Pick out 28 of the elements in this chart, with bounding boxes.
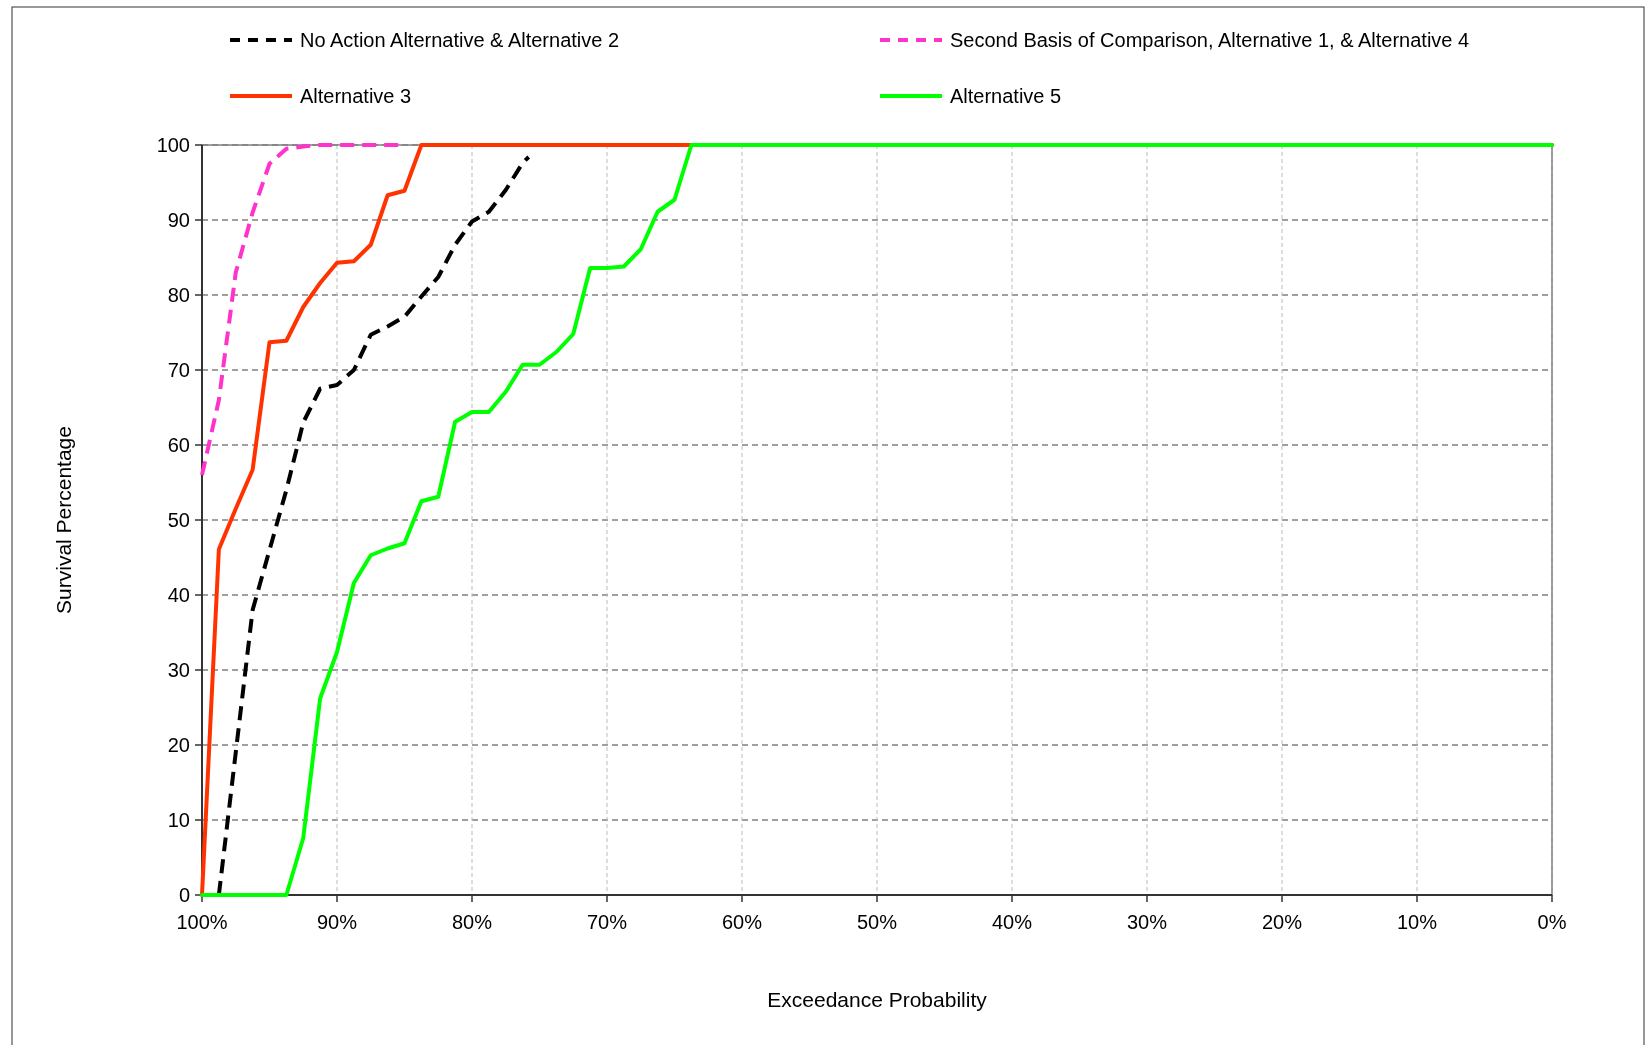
legend-label: Alternative 3	[300, 85, 412, 107]
legend-label: Alternative 5	[950, 85, 1062, 107]
x-tick-label: 20%	[1261, 911, 1303, 933]
x-tick-label: 80%	[451, 911, 493, 933]
y-tick-label: 60	[167, 434, 190, 456]
x-tick-label: 10%	[1396, 911, 1438, 933]
x-tick-label: 70%	[586, 911, 628, 933]
y-tick-label: 0	[178, 884, 190, 906]
y-tick-label: 20	[167, 734, 190, 756]
x-tick-label: 60%	[721, 911, 763, 933]
legend-label: No Action Alternative & Alternative 2	[300, 29, 620, 51]
y-tick-label: 30	[167, 659, 190, 681]
x-axis-title: Exceedance Probability	[767, 988, 988, 1011]
y-tick-label: 50	[167, 509, 190, 531]
y-tick-label: 90	[167, 209, 190, 231]
x-tick-label: 90%	[316, 911, 358, 933]
x-tick-label: 30%	[1126, 911, 1168, 933]
y-tick-label: 70	[167, 359, 190, 381]
y-tick-label: 10	[167, 809, 190, 831]
x-tick-label: 0%	[1537, 911, 1567, 933]
y-tick-label: 40	[167, 584, 190, 606]
x-tick-label: 100%	[176, 911, 228, 933]
y-axis-title: Survival Percentage	[52, 426, 75, 614]
y-tick-label: 80	[167, 284, 190, 306]
legend-label: Second Basis of Comparison, Alternative 1, & Alternative 4	[950, 29, 1470, 51]
y-tick-label: 100	[156, 134, 190, 156]
x-tick-label: 40%	[991, 911, 1033, 933]
x-tick-label: 50%	[856, 911, 898, 933]
